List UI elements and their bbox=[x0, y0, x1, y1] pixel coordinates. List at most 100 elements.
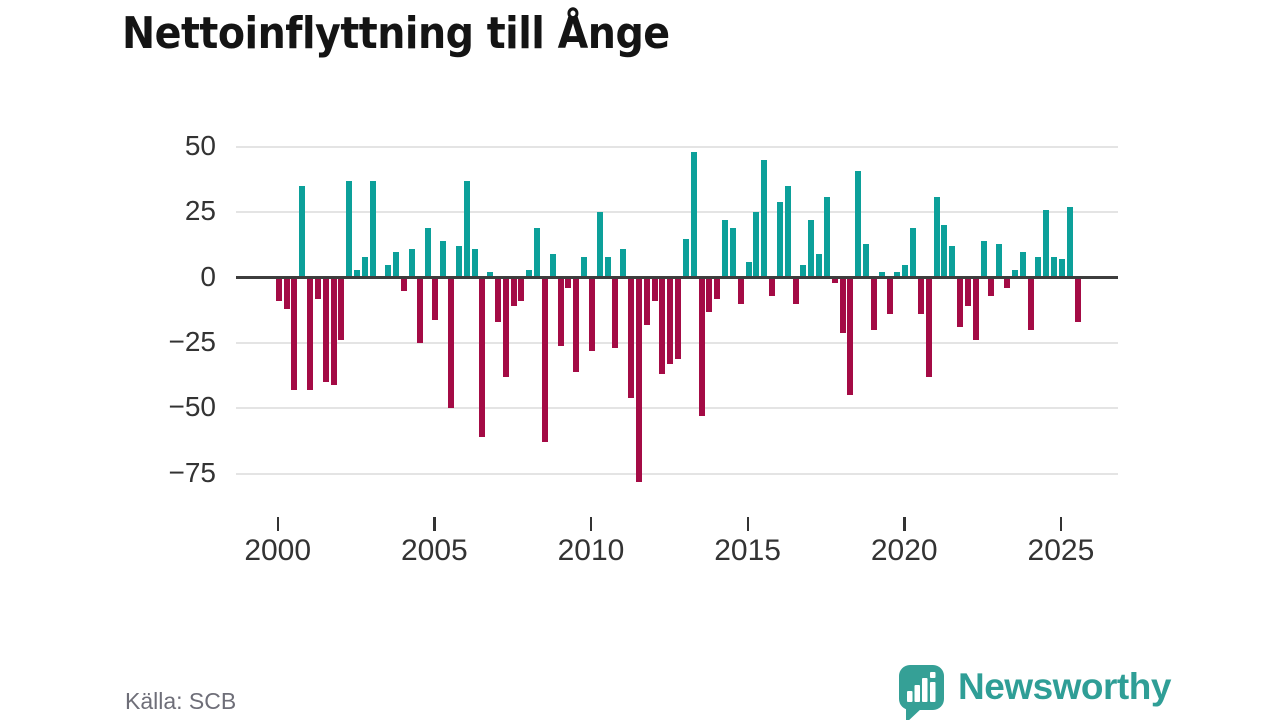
y-axis-label--75: −75 bbox=[168, 456, 217, 488]
bar-2012Q2 bbox=[659, 277, 666, 375]
bar-2023Q3 bbox=[1011, 269, 1018, 278]
bar-2025Q3 bbox=[1074, 277, 1081, 323]
bar-2001Q4 bbox=[330, 277, 337, 385]
bar-2001Q1 bbox=[307, 277, 314, 391]
bar-2013Q1 bbox=[682, 238, 689, 278]
bar-2007Q1 bbox=[494, 277, 501, 323]
bar-2016Q3 bbox=[792, 277, 799, 304]
bar-2004Q3 bbox=[416, 277, 423, 344]
bar-2007Q4 bbox=[518, 277, 525, 302]
bar-2006Q2 bbox=[471, 248, 478, 278]
bar-2015Q3 bbox=[761, 160, 768, 278]
bar-2010Q2 bbox=[596, 212, 603, 278]
bar-2009Q2 bbox=[565, 277, 572, 289]
bar-2000Q2 bbox=[283, 277, 290, 310]
bar-2016Q4 bbox=[800, 264, 807, 278]
bar-2018Q3 bbox=[855, 170, 862, 278]
bar-2025Q1 bbox=[1058, 259, 1065, 278]
bar-2018Q4 bbox=[863, 243, 870, 278]
bar-2022Q3 bbox=[980, 241, 987, 278]
bar-2020Q4 bbox=[925, 277, 932, 377]
bar-2008Q4 bbox=[549, 254, 556, 278]
bar-2024Q4 bbox=[1051, 256, 1058, 278]
bar-2022Q1 bbox=[964, 277, 971, 307]
bar-2004Q2 bbox=[408, 248, 415, 278]
bar-2003Q1 bbox=[369, 181, 376, 278]
bar-2022Q4 bbox=[988, 277, 995, 296]
bar-2007Q3 bbox=[510, 277, 517, 307]
bar-2001Q3 bbox=[322, 277, 329, 383]
x-axis-tick-2005 bbox=[433, 517, 436, 531]
y-axis-label-50: 50 bbox=[184, 130, 216, 162]
bar-2005Q1 bbox=[432, 277, 439, 320]
bar-2021Q2 bbox=[941, 225, 948, 278]
x-axis-tick-2020 bbox=[903, 517, 906, 531]
gridline-50 bbox=[236, 146, 1118, 149]
bar-2014Q2 bbox=[722, 220, 729, 278]
y-axis-label--50: −50 bbox=[168, 391, 217, 423]
bar-2020Q1 bbox=[902, 264, 909, 278]
bar-2012Q1 bbox=[651, 277, 658, 302]
newsworthy-bubble-chart-icon bbox=[899, 665, 944, 720]
bar-2021Q3 bbox=[949, 246, 956, 278]
y-axis-label-25: 25 bbox=[184, 195, 216, 227]
bar-2011Q3 bbox=[635, 277, 642, 482]
bar-2011Q1 bbox=[620, 248, 627, 278]
bar-2012Q3 bbox=[667, 277, 674, 364]
bar-2011Q2 bbox=[628, 277, 635, 398]
bar-2019Q4 bbox=[894, 272, 901, 278]
y-axis-label--25: −25 bbox=[168, 326, 217, 358]
bar-2024Q1 bbox=[1027, 277, 1034, 330]
bar-2002Q3 bbox=[354, 269, 361, 278]
bar-2003Q3 bbox=[385, 264, 392, 278]
newsworthy-logo-text: Newsworthy bbox=[958, 666, 1171, 707]
bar-2017Q1 bbox=[808, 220, 815, 278]
bar-2017Q4 bbox=[831, 277, 838, 283]
bar-2023Q4 bbox=[1019, 251, 1026, 278]
y-axis-label-0: 0 bbox=[200, 260, 216, 292]
bar-2021Q1 bbox=[933, 196, 940, 278]
zero-axis-line bbox=[236, 276, 1118, 280]
bar-2010Q3 bbox=[604, 256, 611, 278]
bar-2009Q3 bbox=[573, 277, 580, 372]
bar-2013Q2 bbox=[690, 152, 697, 278]
bar-2005Q4 bbox=[455, 246, 462, 278]
bar-2025Q2 bbox=[1066, 207, 1073, 278]
bar-2013Q4 bbox=[706, 277, 713, 312]
bar-2006Q3 bbox=[479, 277, 486, 438]
bar-2017Q2 bbox=[816, 254, 823, 278]
bar-2003Q4 bbox=[393, 251, 400, 278]
bar-2000Q3 bbox=[291, 277, 298, 391]
bar-2015Q4 bbox=[769, 277, 776, 296]
bar-2014Q4 bbox=[737, 277, 744, 304]
bar-2000Q4 bbox=[299, 186, 306, 278]
bar-2008Q2 bbox=[534, 228, 541, 278]
bar-2011Q4 bbox=[643, 277, 650, 325]
x-axis-label-2005: 2005 bbox=[400, 534, 468, 567]
bar-2023Q1 bbox=[996, 243, 1003, 278]
bar-2005Q3 bbox=[448, 277, 454, 409]
bar-2012Q4 bbox=[675, 277, 682, 359]
newsworthy-logo: Newsworthy bbox=[898, 664, 1171, 720]
bar-2014Q3 bbox=[729, 228, 736, 278]
bar-2008Q3 bbox=[541, 277, 548, 443]
bar-2002Q1 bbox=[338, 277, 345, 341]
x-axis-label-2015: 2015 bbox=[714, 534, 781, 567]
bar-2018Q1 bbox=[839, 277, 846, 333]
x-axis-label-2020: 2020 bbox=[870, 534, 938, 567]
bar-2000Q1 bbox=[275, 277, 282, 302]
bar-2007Q2 bbox=[502, 277, 509, 377]
bar-2004Q1 bbox=[401, 277, 407, 291]
gridline-25 bbox=[236, 211, 1118, 214]
bar-2022Q2 bbox=[972, 277, 979, 341]
chart-title: Nettoinflyttning till Ånge bbox=[122, 8, 670, 59]
bar-2018Q2 bbox=[847, 277, 854, 396]
bar-2014Q1 bbox=[714, 277, 721, 299]
bar-2023Q2 bbox=[1004, 277, 1011, 289]
bar-2016Q2 bbox=[784, 186, 791, 278]
bar-2010Q1 bbox=[588, 277, 595, 351]
bar-2006Q4 bbox=[487, 272, 494, 278]
x-axis-label-2000: 2000 bbox=[244, 534, 312, 567]
